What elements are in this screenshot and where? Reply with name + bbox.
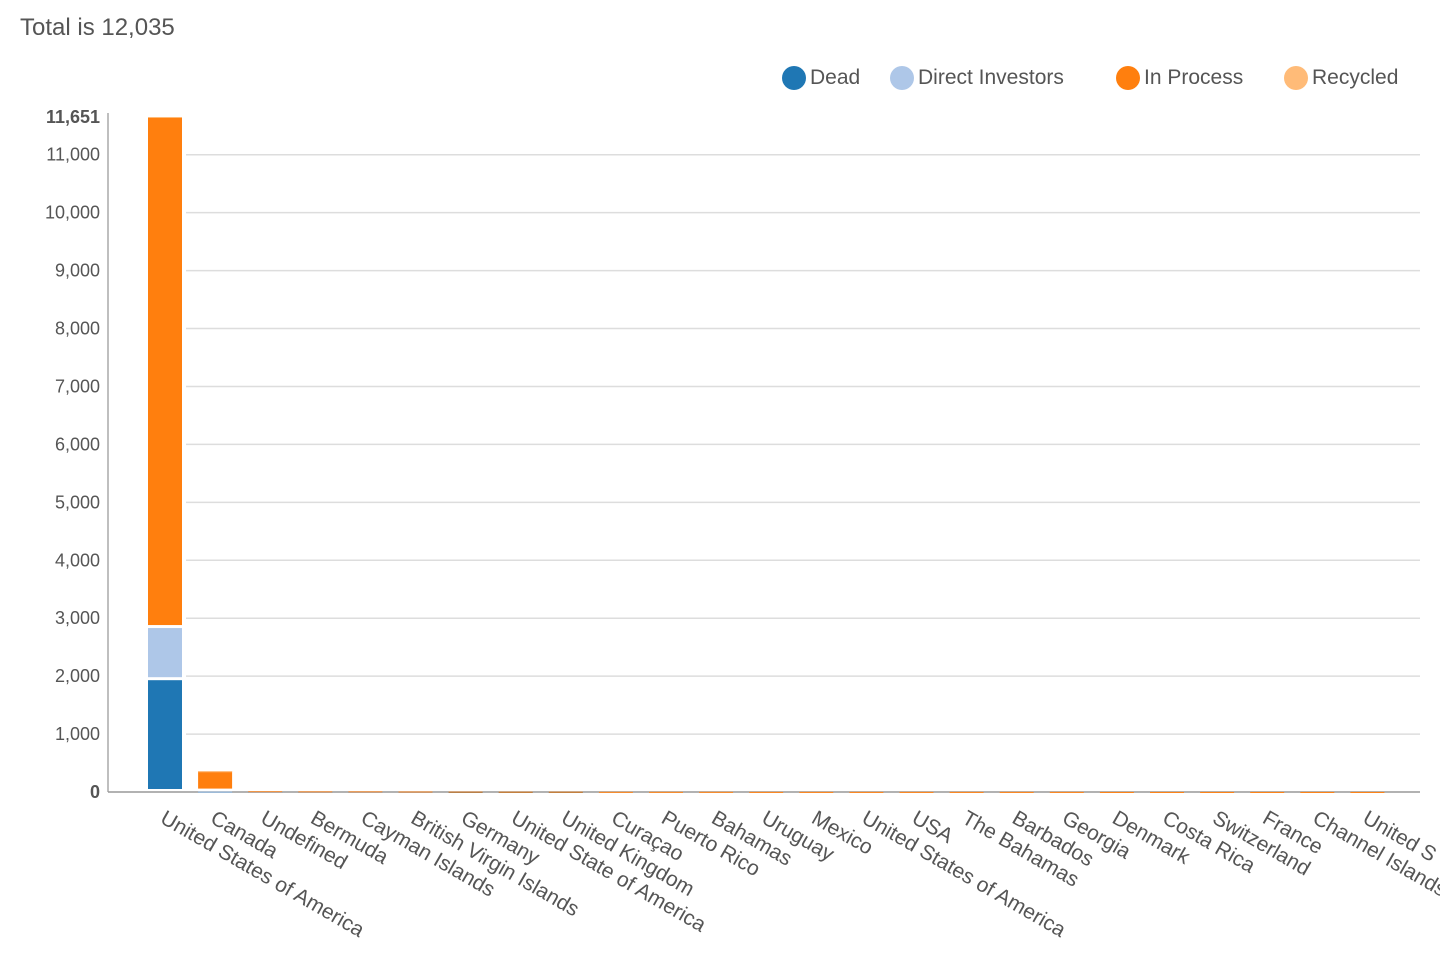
bar-in-process [1350,791,1385,793]
bar-in-process [348,791,383,793]
bar-in-process [1099,791,1134,793]
legend-label-recycled: Recycled [1312,66,1399,89]
bar-in-process [649,791,683,793]
total-summary: Total is 12,035 [20,14,175,41]
bar-in-process [1300,791,1335,793]
bar-in-process [598,791,633,793]
bar-in-process [1150,791,1184,793]
y-tick-label: 1,000 [55,724,100,744]
legend-item-recycled[interactable]: Recycled [1284,66,1398,90]
bar-direct-investors [198,791,233,793]
y-tick-label: 10,000 [45,203,100,223]
y-tick-label: 11,000 [46,145,100,165]
legend-swatch-dead [782,66,806,90]
bar-in-process [248,791,283,793]
bar-in-process [1250,791,1285,793]
bar-in-process [498,791,533,793]
bar-direct-investors [248,791,283,793]
y-tick-label: 4,000 [55,550,100,570]
bar-direct-investors [148,628,182,678]
y-tick-label: 5,000 [55,492,100,512]
legend-label-direct-investors: Direct Investors [918,66,1064,89]
legend-swatch-in-process [1116,66,1140,90]
y-tick-label: 7,000 [55,376,100,396]
legend-label-in-process: In Process [1144,66,1244,89]
bar-recycled [198,771,233,773]
y-tick-label: 6,000 [55,434,100,454]
y-max-label: 11,651 [46,107,100,127]
legend-label-dead: Dead [810,66,861,89]
bar-in-process [148,117,182,626]
bar-in-process [548,791,583,793]
bars-group [148,117,1385,793]
y-tick-label: 0 [90,782,100,802]
bar-in-process [1200,791,1235,793]
legend-item-in-process[interactable]: In Process [1116,66,1243,90]
bar-in-process [448,791,483,793]
bar-recycled [148,117,182,118]
legend-item-direct-investors[interactable]: Direct Investors [890,66,1064,90]
bar-in-process [899,791,934,793]
y-tick-label: 2,000 [55,666,100,686]
y-tick-label: 8,000 [55,319,100,339]
bar-in-process [999,791,1034,793]
bar-in-process [198,771,233,789]
bar-in-process [949,791,984,793]
y-tick-label: 9,000 [55,261,100,281]
legend-swatch-direct-investors [890,66,914,90]
legend-item-dead[interactable]: Dead [782,66,860,90]
legend-swatch-recycled [1284,66,1308,90]
bar-dead [148,680,182,789]
bar-in-process [699,791,734,793]
y-tick-label: 3,000 [55,608,100,628]
chart-legend: Dead Direct Investors In Process Recycle… [0,66,1440,94]
bar-in-process [849,791,884,793]
bar-in-process [749,791,784,793]
bar-in-process [298,791,333,793]
bar-in-process [398,791,433,793]
bar-in-process [799,791,834,793]
bar-in-process [1049,791,1084,793]
